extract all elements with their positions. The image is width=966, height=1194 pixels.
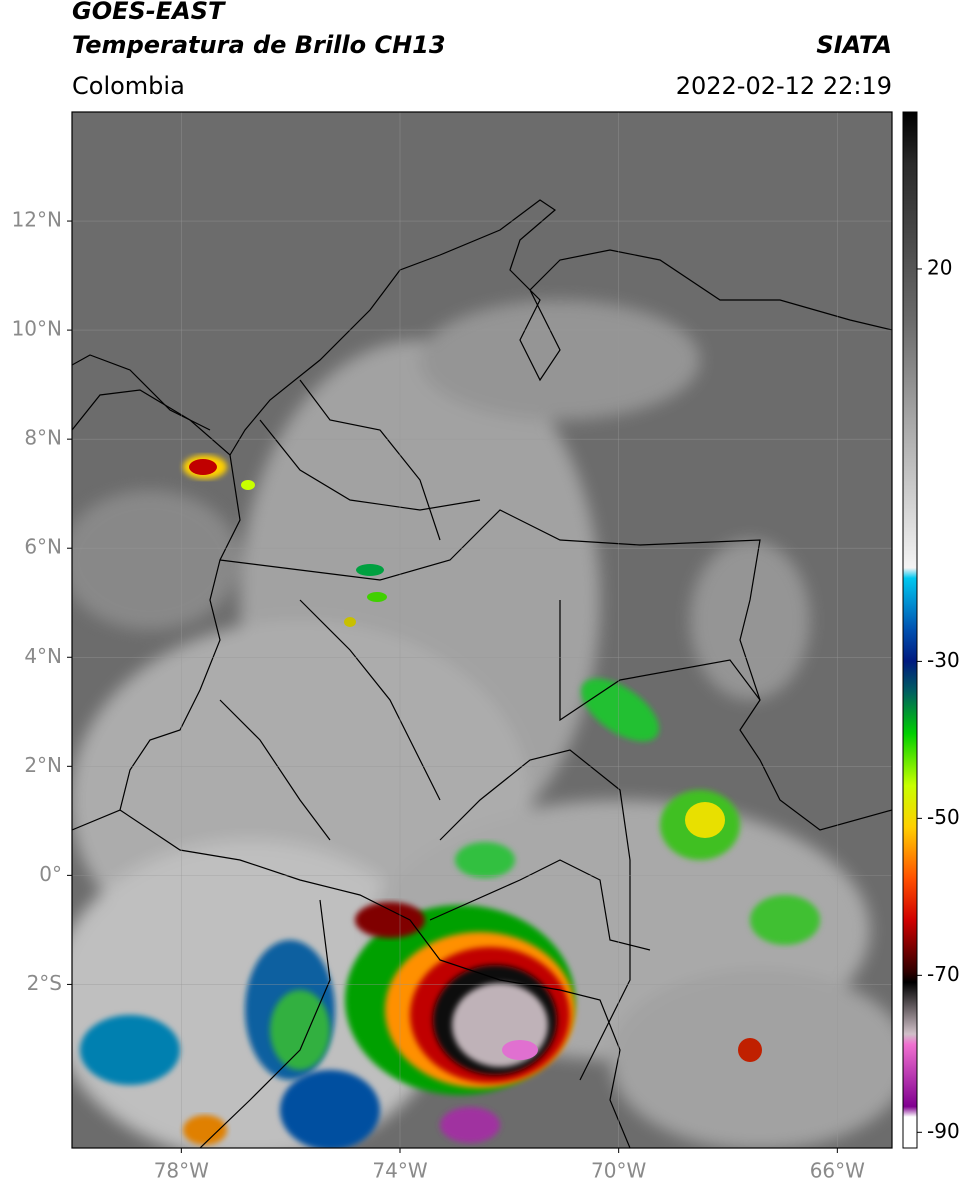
lat-tick-label: 12°N xyxy=(12,208,62,232)
lon-tick-label: 66°W xyxy=(810,1159,865,1183)
lat-tick-label: 10°N xyxy=(12,317,62,341)
source: SIATA xyxy=(816,31,892,59)
subtitle: Temperatura de Brillo CH13 xyxy=(72,31,446,59)
convective-clouds xyxy=(80,455,820,1148)
lat-tick-label: 2°S xyxy=(27,971,62,995)
lon-tick-label: 70°W xyxy=(591,1159,646,1183)
coastlines-borders xyxy=(72,199,892,1148)
lon-tick-label: 74°W xyxy=(372,1159,427,1183)
satellite-image xyxy=(72,112,892,1148)
graticule xyxy=(72,112,892,1148)
title: GOES-EAST xyxy=(72,0,226,25)
colorbar-tick-label: -90 xyxy=(927,1119,960,1143)
lat-tick-label: 2°N xyxy=(24,753,62,777)
lat-tick-label: 4°N xyxy=(24,644,62,668)
map-frame xyxy=(71,111,893,1149)
colorbar-tick-label: -50 xyxy=(927,805,960,829)
colorbar-tick-label: -70 xyxy=(927,962,960,986)
region: Colombia xyxy=(72,72,185,100)
lon-tick-label: 78°W xyxy=(154,1159,209,1183)
colorbar-tick-label: 20 xyxy=(927,255,952,279)
colorbar xyxy=(902,111,918,1149)
lat-tick-label: 6°N xyxy=(24,535,62,559)
timestamp: 2022-02-12 22:19 xyxy=(676,72,892,100)
colorbar-tick-label: -30 xyxy=(927,648,960,672)
lat-tick-label: 0° xyxy=(39,862,62,886)
lat-tick-label: 8°N xyxy=(24,426,62,450)
